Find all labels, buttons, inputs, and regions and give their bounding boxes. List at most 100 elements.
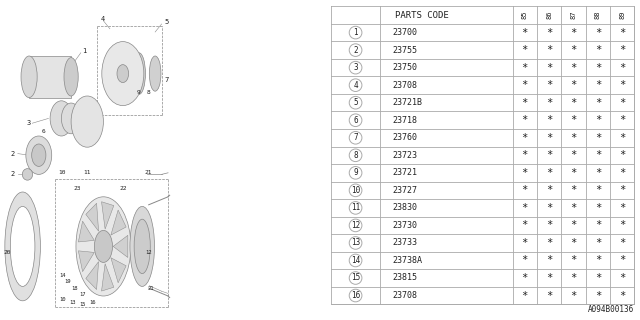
Text: PARTS CODE: PARTS CODE bbox=[395, 11, 449, 20]
Text: 11: 11 bbox=[351, 204, 360, 212]
Ellipse shape bbox=[5, 192, 40, 301]
Text: 7: 7 bbox=[353, 133, 358, 142]
Text: *: * bbox=[619, 63, 625, 73]
Text: 23718: 23718 bbox=[392, 116, 417, 125]
Text: 10: 10 bbox=[58, 170, 66, 175]
Text: *: * bbox=[546, 220, 552, 230]
Text: 23815: 23815 bbox=[392, 274, 417, 283]
Text: 9: 9 bbox=[137, 90, 141, 95]
Text: *: * bbox=[619, 255, 625, 266]
Text: 23721: 23721 bbox=[392, 168, 417, 177]
Text: *: * bbox=[546, 203, 552, 213]
Text: *: * bbox=[522, 273, 528, 283]
Text: *: * bbox=[619, 133, 625, 143]
Text: *: * bbox=[595, 80, 601, 90]
Text: 22: 22 bbox=[119, 186, 127, 191]
Text: 15: 15 bbox=[351, 274, 360, 283]
Text: *: * bbox=[570, 28, 577, 37]
Text: *: * bbox=[522, 291, 528, 300]
Ellipse shape bbox=[64, 58, 78, 96]
Text: 5: 5 bbox=[165, 20, 169, 25]
Text: 16: 16 bbox=[89, 300, 95, 305]
Text: 87: 87 bbox=[570, 11, 577, 19]
Text: *: * bbox=[522, 185, 528, 195]
Text: *: * bbox=[619, 168, 625, 178]
Text: 5: 5 bbox=[353, 98, 358, 107]
Text: *: * bbox=[570, 220, 577, 230]
Text: 2: 2 bbox=[353, 46, 358, 55]
Text: *: * bbox=[522, 255, 528, 266]
Text: *: * bbox=[570, 273, 577, 283]
Text: *: * bbox=[595, 150, 601, 160]
Text: *: * bbox=[570, 291, 577, 300]
Text: 14: 14 bbox=[60, 273, 67, 278]
Polygon shape bbox=[111, 258, 126, 283]
Text: *: * bbox=[522, 28, 528, 37]
Text: *: * bbox=[522, 63, 528, 73]
Text: 13: 13 bbox=[70, 300, 76, 305]
Text: *: * bbox=[619, 98, 625, 108]
Text: 23733: 23733 bbox=[392, 238, 417, 247]
Bar bbox=[29, 56, 71, 98]
Text: *: * bbox=[570, 45, 577, 55]
Text: 23723: 23723 bbox=[392, 151, 417, 160]
Text: 14: 14 bbox=[351, 256, 360, 265]
Text: *: * bbox=[522, 220, 528, 230]
Text: 23: 23 bbox=[74, 186, 81, 191]
Text: 3: 3 bbox=[353, 63, 358, 72]
Text: 6: 6 bbox=[353, 116, 358, 125]
Ellipse shape bbox=[102, 42, 144, 106]
Text: *: * bbox=[619, 220, 625, 230]
Text: *: * bbox=[522, 238, 528, 248]
Text: *: * bbox=[546, 63, 552, 73]
Ellipse shape bbox=[71, 96, 104, 147]
Text: 17: 17 bbox=[79, 292, 86, 297]
Text: *: * bbox=[570, 238, 577, 248]
Ellipse shape bbox=[31, 144, 46, 166]
Text: 23738A: 23738A bbox=[392, 256, 422, 265]
Ellipse shape bbox=[130, 206, 154, 286]
Text: 4: 4 bbox=[353, 81, 358, 90]
Text: *: * bbox=[546, 255, 552, 266]
Text: 23700: 23700 bbox=[392, 28, 417, 37]
Ellipse shape bbox=[26, 136, 52, 174]
Polygon shape bbox=[78, 251, 94, 272]
Text: *: * bbox=[595, 98, 601, 108]
Text: *: * bbox=[546, 115, 552, 125]
Text: *: * bbox=[595, 273, 601, 283]
Text: 2: 2 bbox=[11, 172, 15, 177]
Text: 8: 8 bbox=[147, 90, 150, 95]
Text: *: * bbox=[570, 63, 577, 73]
Text: *: * bbox=[570, 185, 577, 195]
Text: *: * bbox=[570, 168, 577, 178]
Text: *: * bbox=[522, 80, 528, 90]
Text: *: * bbox=[570, 133, 577, 143]
Text: 12: 12 bbox=[145, 250, 152, 255]
Text: *: * bbox=[570, 203, 577, 213]
Text: 15: 15 bbox=[79, 302, 86, 307]
Text: *: * bbox=[570, 98, 577, 108]
Ellipse shape bbox=[94, 230, 113, 262]
Polygon shape bbox=[102, 264, 114, 291]
Text: *: * bbox=[595, 291, 601, 300]
Text: *: * bbox=[619, 291, 625, 300]
Polygon shape bbox=[102, 202, 114, 229]
Text: *: * bbox=[546, 28, 552, 37]
Text: *: * bbox=[546, 273, 552, 283]
Ellipse shape bbox=[117, 65, 129, 83]
Text: 1: 1 bbox=[353, 28, 358, 37]
Text: 18: 18 bbox=[71, 285, 77, 291]
Text: *: * bbox=[546, 291, 552, 300]
Text: 89: 89 bbox=[619, 11, 625, 19]
Ellipse shape bbox=[132, 53, 145, 94]
Text: *: * bbox=[546, 150, 552, 160]
Text: *: * bbox=[595, 203, 601, 213]
Text: 2: 2 bbox=[11, 151, 15, 156]
Text: *: * bbox=[546, 98, 552, 108]
Text: 10: 10 bbox=[351, 186, 360, 195]
Text: *: * bbox=[546, 238, 552, 248]
Text: 23708: 23708 bbox=[392, 291, 417, 300]
Polygon shape bbox=[86, 262, 99, 290]
Text: *: * bbox=[546, 80, 552, 90]
Text: *: * bbox=[595, 115, 601, 125]
